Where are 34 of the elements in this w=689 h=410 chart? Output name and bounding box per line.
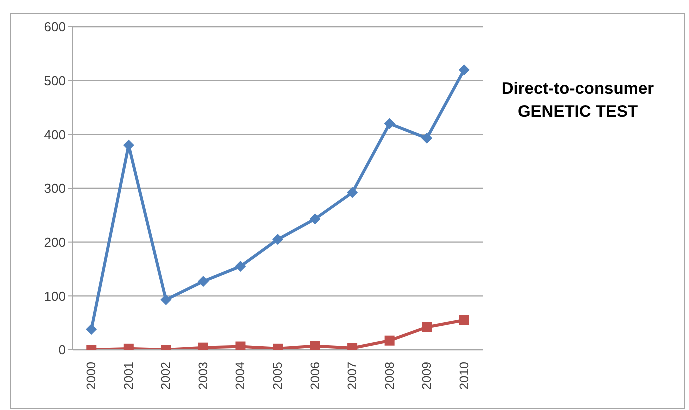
- point: [384, 336, 395, 346]
- x-tick-label: 2005: [271, 362, 285, 390]
- x-tick-label: 2004: [234, 362, 248, 390]
- x-tick-label: 2008: [382, 362, 397, 390]
- x-tick-label: 2001: [122, 362, 136, 390]
- point: [422, 132, 433, 144]
- y-tick-label: 300: [44, 181, 66, 196]
- y-tick-label: 500: [44, 73, 66, 88]
- point: [422, 322, 432, 332]
- point: [310, 341, 320, 350]
- x-tick-label: 2007: [346, 362, 360, 390]
- text: Direct-to-consumer GENETIC TEST: [500, 79, 656, 123]
- x-tick-label: 2000: [84, 362, 99, 390]
- x-tick-label: 2010: [457, 362, 472, 390]
- y-tick-label: 400: [44, 127, 66, 142]
- point: [236, 342, 246, 350]
- x-tick-label: 2009: [420, 362, 434, 390]
- point: [458, 64, 470, 76]
- point: [459, 315, 470, 326]
- y-tick-label: 200: [44, 234, 66, 250]
- point: [272, 234, 284, 246]
- point: [160, 294, 172, 306]
- x-tick-label: 2003: [196, 362, 210, 390]
- y-tick-label: 100: [44, 288, 66, 304]
- point: [310, 214, 321, 225]
- point: [384, 118, 396, 130]
- y-tick-label: 0: [58, 342, 66, 358]
- point: [198, 276, 209, 288]
- y-tick-label: 600: [44, 20, 66, 35]
- x-tick-label: 2002: [159, 362, 174, 390]
- x-tick-label: 2006: [308, 362, 322, 390]
- point: [86, 324, 98, 336]
- point: [235, 261, 246, 272]
- point: [347, 187, 358, 198]
